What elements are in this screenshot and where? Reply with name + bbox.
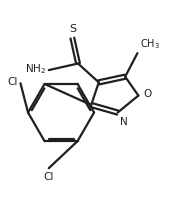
Text: CH$_3$: CH$_3$ <box>140 37 160 51</box>
Text: Cl: Cl <box>7 77 18 87</box>
Text: O: O <box>143 89 151 99</box>
Text: Cl: Cl <box>44 172 54 182</box>
Text: NH$_2$: NH$_2$ <box>25 62 46 76</box>
Text: N: N <box>120 117 127 127</box>
Text: S: S <box>70 24 77 34</box>
